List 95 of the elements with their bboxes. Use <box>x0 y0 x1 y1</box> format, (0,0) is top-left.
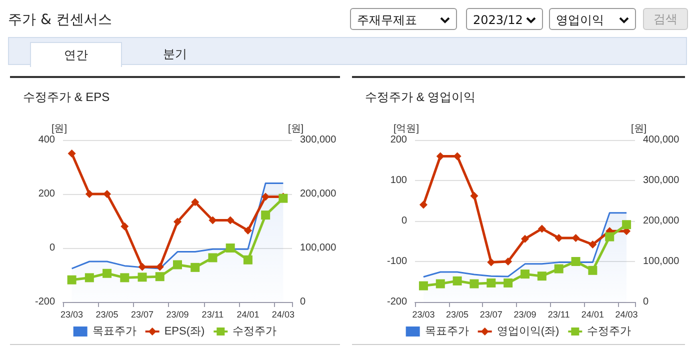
y-tick-label: 100 <box>390 175 408 186</box>
text: 영업이익 <box>549 8 636 30</box>
y-tick-label: 0 <box>49 242 56 254</box>
legend-label: EPS(좌) <box>164 326 205 338</box>
point <box>520 270 530 279</box>
point <box>521 234 529 243</box>
point <box>487 258 496 266</box>
y2-tick-label: 300,000 <box>643 175 680 186</box>
point <box>68 150 76 158</box>
y-tick-label: 200 <box>38 188 56 200</box>
y2-axis-title: [원] <box>288 124 304 134</box>
point <box>244 226 252 234</box>
point <box>85 190 94 198</box>
x-tick-label: 23/03 <box>412 310 435 320</box>
y2-tick-label: 300,000 <box>300 134 337 146</box>
point <box>84 273 94 282</box>
point <box>436 152 444 160</box>
point <box>470 192 478 200</box>
x-tick-label: 24/01 <box>236 310 260 320</box>
point <box>226 244 235 252</box>
point <box>138 262 146 271</box>
x-tick-label: 23/05 <box>446 310 469 320</box>
point <box>605 232 614 242</box>
legend-label: 목표주가 <box>424 326 469 338</box>
y-tick-label: -100 <box>386 256 408 267</box>
x-tick-label: 23/05 <box>96 310 118 320</box>
point <box>538 224 546 233</box>
point <box>156 262 164 271</box>
point <box>190 262 200 272</box>
text: 2023/12 <box>466 8 543 30</box>
legend-label: 영업이익(좌) <box>496 326 560 338</box>
y-axis-title: [원] <box>51 124 68 134</box>
point <box>103 190 112 198</box>
point <box>173 260 182 270</box>
y-tick-label: -200 <box>34 296 56 308</box>
point <box>486 278 496 288</box>
point <box>436 279 445 288</box>
point <box>554 234 563 242</box>
x-tick-label: 23/07 <box>480 310 502 320</box>
point <box>504 258 512 266</box>
legend-label: 수정주가 <box>232 326 277 338</box>
y-tick-label: 0 <box>401 216 408 226</box>
text: 검색 <box>643 8 688 30</box>
point <box>155 272 164 282</box>
y2-tick-label: 100,000 <box>643 256 680 267</box>
chart-title: 수정주가 & EPS <box>23 90 110 104</box>
y-axis-title: [억원] <box>393 124 420 134</box>
x-tick-label: 23/09 <box>166 310 189 320</box>
text: 연간 <box>30 42 122 67</box>
y2-tick-label: 100,000 <box>300 242 337 254</box>
text: 주가 & 컨센서스 <box>8 11 112 29</box>
point <box>191 198 200 206</box>
y2-tick-label: 400,000 <box>643 134 680 146</box>
x-tick-label: 24/03 <box>272 310 294 320</box>
point <box>174 218 182 226</box>
x-tick-label: 23/09 <box>514 310 536 320</box>
point <box>622 220 632 230</box>
point <box>504 278 513 288</box>
y2-axis-title: [원] <box>631 124 647 134</box>
point <box>243 255 252 264</box>
point <box>588 266 598 275</box>
point <box>208 253 218 262</box>
y-tick-label: 200 <box>390 134 408 146</box>
x-tick-label: 24/03 <box>615 310 638 320</box>
point <box>571 257 580 266</box>
legend-label: 수정주가 <box>587 326 632 338</box>
point <box>452 276 462 286</box>
x-tick-label: 24/01 <box>581 310 604 320</box>
point <box>572 234 580 242</box>
y2-tick-label: 200,000 <box>643 216 680 226</box>
x-tick-label: 23/07 <box>131 310 154 320</box>
x-tick-label: 23/11 <box>548 310 570 320</box>
point <box>537 272 546 281</box>
y2-tick-label: 0 <box>300 296 306 308</box>
y2-tick-label: 200,000 <box>300 188 337 200</box>
y2-tick-label: 0 <box>643 296 649 308</box>
point <box>554 264 564 274</box>
point <box>67 275 76 284</box>
x-tick-label: 23/03 <box>60 310 84 320</box>
y-tick-label: -200 <box>386 296 408 308</box>
y-tick-label: 400 <box>38 134 56 146</box>
point <box>102 268 112 278</box>
point <box>120 273 130 282</box>
point <box>470 279 479 288</box>
text: 분기 <box>162 46 188 63</box>
point <box>138 272 147 282</box>
point <box>120 222 129 230</box>
legend-label: 목표주가 <box>92 326 136 338</box>
point <box>419 200 428 209</box>
point <box>588 240 597 248</box>
text: 주재무제표 <box>350 8 457 30</box>
x-tick-label: 23/11 <box>202 310 224 320</box>
point <box>418 281 428 290</box>
point <box>261 210 270 220</box>
chart-title: 수정주가 & 영업이익 <box>365 90 476 104</box>
